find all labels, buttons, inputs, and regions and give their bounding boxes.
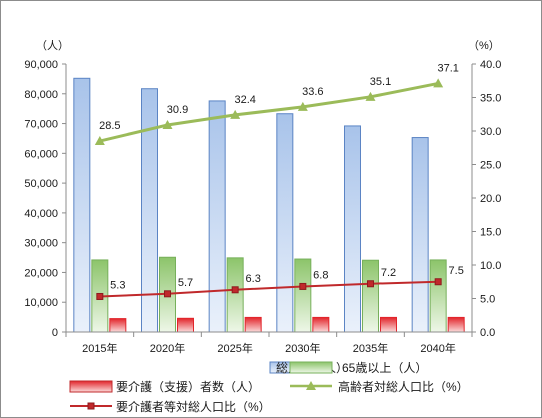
right-axis-tick-label: 25.0 <box>480 160 501 172</box>
bar-aged-65 <box>226 257 244 333</box>
left-axis-tick-label: 70,000 <box>24 119 58 131</box>
bar-care-recipients <box>109 318 127 333</box>
marker-elderly-ratio <box>297 101 308 111</box>
right-axis-unit: （%） <box>468 39 500 52</box>
bar-care-recipients <box>380 316 397 333</box>
marker-care-ratio <box>434 278 442 286</box>
data-label-care-ratio: 7.2 <box>381 267 396 279</box>
marker-elderly-ratio <box>365 91 376 101</box>
legend-label-aged-65: 65歳以上（人） <box>342 361 427 375</box>
marker-care-ratio <box>96 292 104 300</box>
x-axis-tick-label: 2025年 <box>217 341 252 355</box>
marker-care-ratio <box>164 290 171 298</box>
right-axis-tick-label: 40.0 <box>480 59 501 71</box>
legend: 総人口（人） 65歳以上（人） 要介護（支援）者数（人） 高齢者対総人口比（%）… <box>69 361 469 414</box>
legend-swatch-aged-65 <box>289 361 333 374</box>
bar-total-population <box>208 100 226 333</box>
line-care-ratio <box>99 280 439 298</box>
right-axis-tick-label: 15.0 <box>480 227 501 239</box>
legend-label-elderly-ratio: 高齢者対総人口比（%） <box>338 379 469 394</box>
left-axis-tick-label: 80,000 <box>24 89 58 101</box>
data-label-care-ratio: 5.3 <box>110 279 125 291</box>
data-label-elderly-ratio: 35.1 <box>370 76 391 88</box>
legend-swatch-care-recipients <box>69 380 113 393</box>
right-axis-tick-label: 10.0 <box>480 260 501 272</box>
bar-aged-65 <box>362 259 379 333</box>
data-label-elderly-ratio: 30.9 <box>167 104 188 116</box>
x-axis-tick-label: 2030年 <box>285 341 320 355</box>
x-axis-tick-label: 2015年 <box>82 341 117 355</box>
left-axis-tick-label: 90,000 <box>24 59 58 71</box>
data-label-elderly-ratio: 32.4 <box>234 94 255 106</box>
marker-care-ratio <box>231 286 239 294</box>
bar-total-population <box>411 137 429 333</box>
marker-care-ratio <box>367 280 374 288</box>
bar-aged-65 <box>429 259 447 333</box>
x-axis-tick-label: 2035年 <box>353 341 388 355</box>
right-axis-tick-label: 5.0 <box>480 294 495 306</box>
marker-elderly-ratio <box>433 78 444 88</box>
right-axis-tick-label: 30.0 <box>480 126 501 138</box>
bar-care-recipients <box>312 316 330 333</box>
legend-marker-care-ratio <box>87 402 95 410</box>
left-axis-tick-label: 40,000 <box>24 208 58 220</box>
right-axis-tick-label: 35.0 <box>480 93 501 105</box>
bar-care-recipients <box>177 317 194 333</box>
right-axis-tick-label: 0.0 <box>480 327 495 339</box>
left-axis-tick-label: 10,000 <box>24 297 58 309</box>
x-axis-tick-label: 2040年 <box>420 341 455 355</box>
data-label-care-ratio: 5.7 <box>178 277 193 289</box>
left-axis-tick-label: 60,000 <box>24 148 58 160</box>
x-axis-tick-label: 2020年 <box>150 341 185 355</box>
left-axis-tick-label: 20,000 <box>24 267 58 279</box>
right-axis-tick-label: 20.0 <box>480 193 501 205</box>
bar-total-population <box>276 113 294 333</box>
legend-marker-elderly-ratio <box>306 381 316 390</box>
left-axis-tick-label: 30,000 <box>24 238 58 250</box>
marker-elderly-ratio <box>230 109 241 119</box>
bar-total-population <box>73 77 91 333</box>
data-label-care-ratio: 6.8 <box>313 269 328 281</box>
left-axis-unit: （人） <box>36 39 69 52</box>
bar-aged-65 <box>294 258 312 333</box>
left-axis-tick-label: 0 <box>52 327 58 339</box>
marker-elderly-ratio <box>162 119 173 129</box>
bar-total-population <box>344 125 361 333</box>
legend-label-care-ratio: 要介護者等対総人口比（%） <box>116 399 271 414</box>
data-label-elderly-ratio: 28.5 <box>99 120 120 132</box>
line-elderly-ratio <box>99 81 439 143</box>
data-label-care-ratio: 6.3 <box>246 273 261 285</box>
bar-care-recipients <box>447 316 465 333</box>
data-label-elderly-ratio: 37.1 <box>437 62 458 74</box>
data-label-elderly-ratio: 33.6 <box>302 86 323 98</box>
marker-elderly-ratio <box>94 136 105 146</box>
left-axis-tick-label: 50,000 <box>24 178 58 190</box>
legend-label-care-recipients: 要介護（支援）者数（人） <box>116 379 260 394</box>
marker-care-ratio <box>299 282 307 290</box>
bar-care-recipients <box>244 316 262 333</box>
data-label-care-ratio: 7.5 <box>449 265 464 277</box>
